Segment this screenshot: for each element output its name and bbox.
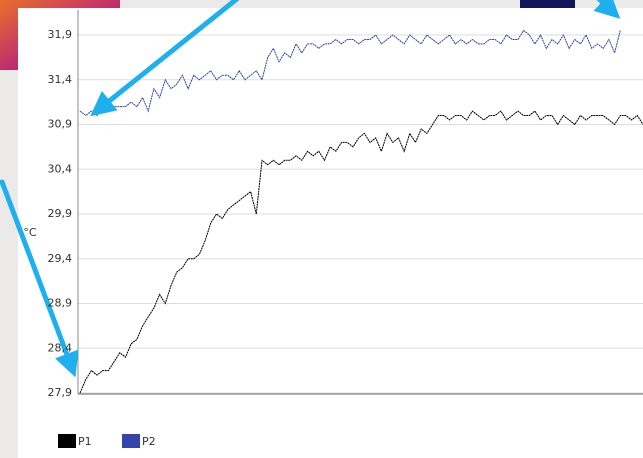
plot-area: [78, 29, 643, 394]
legend-swatch: [122, 434, 140, 448]
y-tick-label: 30,4: [48, 162, 73, 175]
chart-panel: [18, 8, 643, 458]
y-tick-label: 27,9: [48, 386, 73, 399]
legend-label: P1: [78, 435, 92, 448]
data-line: [79, 29, 621, 117]
arrow: [0, 179, 79, 378]
y-tick-label: 29,4: [48, 252, 73, 265]
legend: P1 P2: [58, 434, 156, 448]
y-tick-label: 28,4: [48, 341, 73, 354]
arrow: [90, 0, 240, 117]
arrow: [593, 0, 621, 19]
legend-label: P2: [142, 435, 156, 448]
legend-swatch: [58, 434, 76, 448]
y-tick-label: 31,9: [48, 28, 73, 41]
y-tick-label: 31,4: [48, 73, 73, 86]
annotation-arrows: [0, 0, 621, 378]
y-tick-label: 29,9: [48, 207, 73, 220]
data-line: [79, 110, 643, 394]
y-tick-label: 30,9: [48, 118, 73, 131]
y-tick-label: 28,9: [48, 297, 73, 310]
y-axis-label: °C: [23, 226, 37, 239]
thermal-image-edge: [520, 0, 575, 8]
